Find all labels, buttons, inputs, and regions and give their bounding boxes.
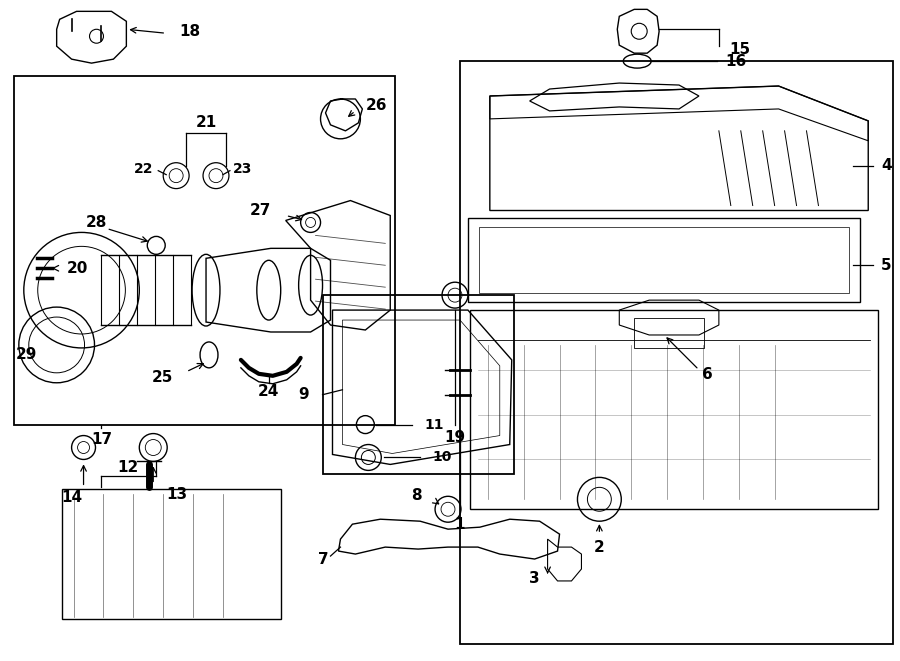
Text: 18: 18 [179,24,201,39]
Text: 11: 11 [424,418,444,432]
Text: 5: 5 [881,258,892,273]
Text: 10: 10 [432,450,452,465]
Text: 23: 23 [233,162,252,176]
Text: 7: 7 [318,551,328,566]
Text: 9: 9 [298,387,309,403]
Text: 20: 20 [67,260,88,276]
Bar [470,310,878,509]
Text: 4: 4 [881,158,892,173]
Text: 1: 1 [454,517,465,531]
Text: 22: 22 [134,162,153,176]
Text: 15: 15 [729,42,750,57]
Text: 3: 3 [529,572,540,586]
Bar [634,318,704,348]
Text: 17: 17 [91,432,112,447]
Bar [460,61,893,644]
Bar [322,295,514,475]
Text: 2: 2 [594,539,605,555]
Text: 13: 13 [166,486,187,502]
Text: 19: 19 [445,430,465,445]
Text: 16: 16 [724,54,746,69]
Text: 28: 28 [86,215,107,230]
Bar [14,76,395,424]
Text: 27: 27 [249,203,271,218]
Text: 29: 29 [16,348,38,362]
Bar [61,489,281,619]
Text: 24: 24 [258,384,280,399]
Text: 21: 21 [195,116,217,130]
Text: 8: 8 [411,488,422,503]
Text: 12: 12 [118,460,139,475]
Text: 25: 25 [152,370,173,385]
Text: 26: 26 [365,98,387,114]
Text: 14: 14 [61,490,82,505]
Text: 6: 6 [701,368,712,382]
